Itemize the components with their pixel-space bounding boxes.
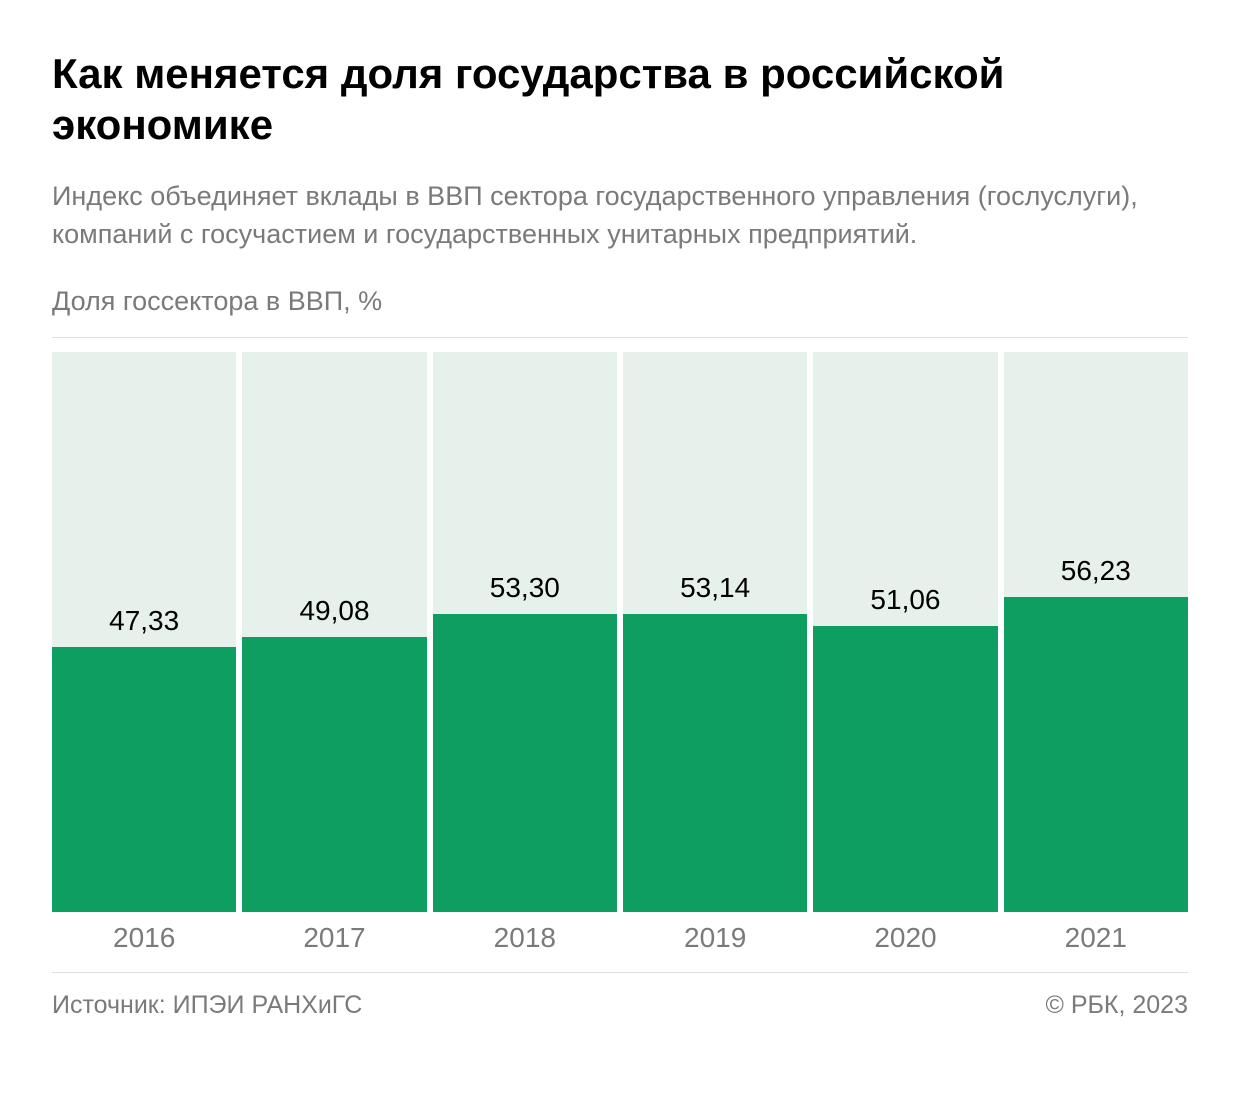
bar-background: 51,06 — [813, 352, 997, 626]
chart-title: Как меняется доля государства в российск… — [52, 48, 1188, 150]
x-axis-label: 2019 — [623, 922, 807, 954]
bar-value-label: 49,08 — [299, 595, 369, 627]
bar-group: 51,06 — [813, 352, 997, 912]
bottom-divider — [52, 972, 1188, 973]
x-axis: 201620172018201920202021 — [52, 922, 1188, 954]
bar-value-label: 53,14 — [680, 572, 750, 604]
x-axis-label: 2021 — [1004, 922, 1188, 954]
bar — [1004, 597, 1188, 912]
bar-value-label: 51,06 — [870, 584, 940, 616]
x-axis-label: 2016 — [52, 922, 236, 954]
bar-value-label: 56,23 — [1061, 555, 1131, 587]
bar-group: 49,08 — [242, 352, 426, 912]
chart-footer: Источник: ИПЭИ РАНХиГС © РБК, 2023 — [52, 991, 1188, 1020]
bar-group: 53,30 — [433, 352, 617, 912]
bar-background: 47,33 — [52, 352, 236, 647]
bar-background: 49,08 — [242, 352, 426, 637]
chart-subtitle: Индекс объединяет вклады в ВВП сектора г… — [52, 178, 1188, 254]
bar-background: 56,23 — [1004, 352, 1188, 597]
source-text: Источник: ИПЭИ РАНХиГС — [52, 991, 362, 1020]
bar-value-label: 47,33 — [109, 605, 179, 637]
x-axis-label: 2020 — [813, 922, 997, 954]
bar-value-label: 53,30 — [490, 572, 560, 604]
top-divider — [52, 337, 1188, 338]
chart-area: 47,33 49,08 53,30 53,14 51,06 56,23 — [52, 352, 1188, 912]
bar — [52, 647, 236, 912]
bar — [242, 637, 426, 912]
copyright-text: © РБК, 2023 — [1045, 991, 1188, 1020]
bar — [433, 614, 617, 912]
x-axis-label: 2017 — [242, 922, 426, 954]
bar-background: 53,30 — [433, 352, 617, 614]
y-axis-label: Доля госсектора в ВВП, % — [52, 286, 1188, 317]
bar-group: 53,14 — [623, 352, 807, 912]
bar-group: 47,33 — [52, 352, 236, 912]
bar — [813, 626, 997, 912]
bar — [623, 614, 807, 912]
x-axis-label: 2018 — [433, 922, 617, 954]
bar-group: 56,23 — [1004, 352, 1188, 912]
bar-background: 53,14 — [623, 352, 807, 614]
